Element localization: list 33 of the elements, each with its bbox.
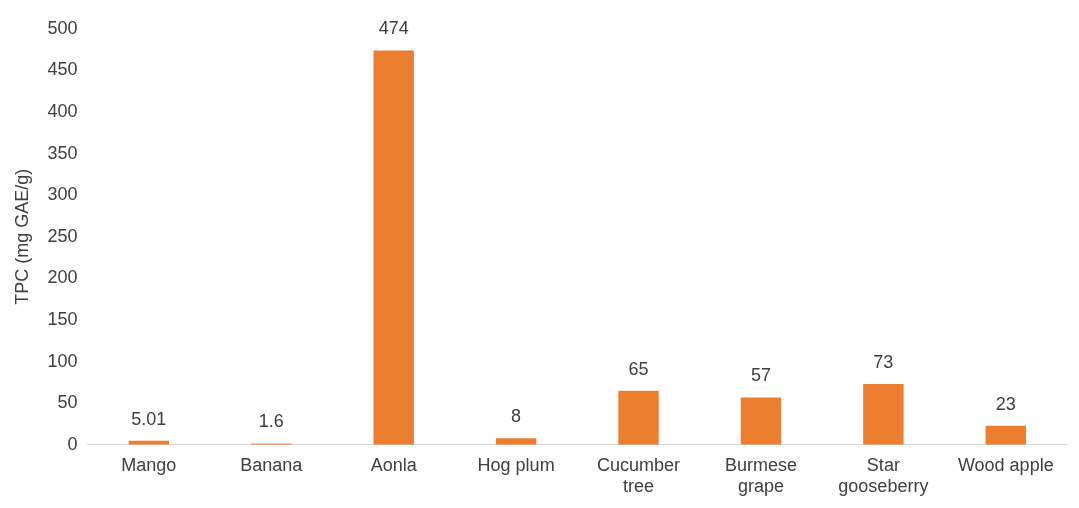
x-tick-label: Burmese grape: [724, 454, 797, 497]
y-tick-label: 100: [47, 350, 78, 371]
data-label: 474: [378, 18, 409, 39]
data-label: 1.6: [258, 411, 284, 432]
y-axis-title: TPC (mg GAE/g): [11, 168, 32, 305]
bar: [740, 397, 782, 445]
y-tick-label: 300: [47, 184, 78, 205]
x-tick-label: Star gooseberry: [838, 454, 929, 497]
x-tick-label: Wood apple: [957, 454, 1054, 475]
y-tick-label: 150: [47, 308, 78, 329]
x-tick-label: Hog plum: [477, 454, 555, 475]
y-tick-label: 200: [47, 267, 78, 288]
data-label: 65: [628, 358, 649, 379]
data-label: 5.01: [131, 408, 167, 429]
data-label: 8: [511, 406, 522, 427]
x-tick-label: Aonla: [370, 454, 418, 475]
y-tick-label: 350: [47, 142, 78, 163]
bar: [863, 384, 904, 445]
x-tick-label: Mango: [121, 454, 177, 475]
y-tick-label: 500: [47, 17, 78, 38]
bar: [985, 425, 1026, 445]
x-tick-label: Cucumber tree: [597, 454, 681, 497]
bar: [618, 390, 659, 445]
y-tick-label: 250: [47, 225, 78, 246]
bar: [373, 50, 414, 445]
y-tick-label: 400: [47, 100, 78, 121]
data-label: 57: [750, 365, 771, 386]
x-tick-label: Banana: [240, 454, 304, 475]
data-label: 73: [873, 352, 894, 373]
y-tick-label: 450: [47, 59, 78, 80]
y-tick-label: 50: [57, 392, 78, 413]
data-label: 23: [995, 393, 1016, 414]
y-tick-label: 0: [67, 433, 78, 454]
